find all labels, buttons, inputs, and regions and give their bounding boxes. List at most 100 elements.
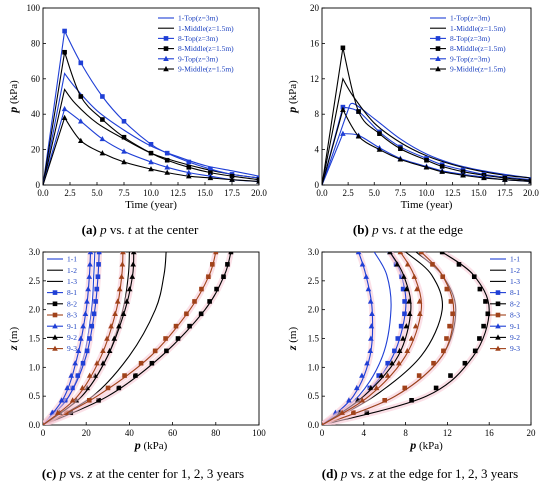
x-tick-label: 12: [443, 428, 452, 438]
data-point: [396, 347, 403, 354]
data-point: [423, 164, 430, 170]
data-point: [186, 159, 192, 165]
data-point: [120, 252, 126, 255]
x-tick-label: 20.0: [523, 188, 539, 198]
data-point: [448, 373, 453, 378]
data-point: [82, 310, 89, 316]
data-point: [256, 177, 259, 182]
chart-c: 0 20 40 60 80 100 0.0 0.5 1.0 1.5 2.0 2.5 3.0 p (kPa)…: [6, 247, 266, 481]
data-point: [75, 373, 81, 378]
data-point: [120, 310, 127, 316]
data-point: [99, 135, 106, 142]
legend-entry: 9-1: [510, 322, 520, 331]
data-point: [359, 261, 366, 267]
x-tick-label: 15.0: [197, 188, 213, 198]
data-point: [430, 262, 435, 267]
series-line: [43, 107, 259, 185]
data-point: [100, 347, 106, 354]
data-point: [409, 397, 414, 403]
legend-entry: 9-Top(z=3m): [178, 54, 218, 63]
legend-marker: [435, 36, 441, 41]
legend-marker: [435, 55, 441, 61]
series-1-Top(z=3m): [322, 102, 531, 185]
y-axis-label: p (kPa): [6, 80, 20, 114]
series-9-3: [322, 252, 425, 425]
legend-marker: [52, 312, 58, 318]
data-point: [355, 133, 362, 139]
data-point: [100, 360, 106, 366]
data-point: [368, 335, 374, 341]
data-point: [148, 150, 154, 156]
series-line: [322, 252, 374, 425]
x-axis-label: p (kPa): [409, 438, 443, 452]
data-point: [95, 274, 101, 280]
y-tick-label: 3.0: [29, 247, 41, 257]
series-8-3: [43, 252, 219, 425]
legend-entry: 8-1: [67, 288, 77, 297]
data-point: [402, 311, 407, 317]
series-8-Top(z=3m): [322, 104, 531, 185]
x-tick-label: 17.5: [224, 188, 240, 198]
series-line: [43, 116, 259, 185]
y-tick-label: 12: [310, 74, 319, 84]
legend-marker: [163, 66, 169, 72]
legend-marker: [163, 55, 169, 61]
series-line: [322, 77, 531, 185]
x-tick-label: 80: [211, 428, 221, 438]
x-tick-label: 12.5: [445, 188, 461, 198]
y-tick-label: 0.0: [29, 420, 41, 430]
data-point: [364, 410, 370, 415]
data-point: [367, 347, 374, 354]
data-point: [199, 286, 204, 292]
legend-entry: 1-3: [67, 277, 77, 286]
data-point: [398, 146, 403, 152]
legend-marker: [435, 66, 441, 72]
data-point: [363, 273, 369, 279]
data-point: [78, 94, 84, 99]
data-point: [340, 130, 346, 136]
series-9-3: [43, 252, 126, 425]
data-point: [164, 157, 170, 163]
legend-entry: 8-3: [67, 311, 77, 320]
caption-b: (b) p vs. t at the edge: [353, 222, 463, 237]
x-tick-label: 4: [362, 428, 367, 438]
data-point: [94, 360, 100, 366]
y-tick-label: 100: [27, 3, 41, 13]
data-point: [376, 373, 382, 378]
chart-d: 0 4 8 12 16 20 0.0 0.5 1.0 1.5 2.0 2.5 3.0 p (kPa) z (…: [285, 247, 536, 481]
data-point: [213, 252, 219, 255]
data-point: [441, 348, 446, 354]
data-point: [385, 360, 390, 366]
data-point: [186, 165, 192, 170]
data-point: [152, 348, 158, 354]
legend-entry: 8-2: [67, 299, 77, 308]
legend-entry: 9-Middle(z=1.5m): [450, 65, 506, 74]
x-tick-label: 5.0: [91, 188, 103, 198]
legend-entry: 8-Top(z=3m): [450, 34, 490, 43]
legend-marker: [495, 345, 501, 351]
legend-entry: 1-2: [510, 266, 520, 275]
y-tick-label: 2.5: [29, 276, 41, 286]
data-point: [133, 373, 138, 378]
x-tick-label: 7.5: [395, 188, 407, 198]
data-point: [502, 176, 508, 182]
legend-entry: 1-1: [510, 255, 520, 264]
data-point: [129, 273, 136, 279]
data-point: [472, 348, 478, 354]
y-tick-label: 0.5: [29, 391, 41, 401]
legend: 1-Top(z=3m)1-Middle(z=1.5m)8-Top(z=3m)8-…: [430, 14, 506, 74]
series-line: [322, 47, 531, 185]
y-tick-label: 0.5: [308, 391, 320, 401]
data-point: [444, 286, 450, 292]
data-point: [384, 372, 391, 378]
data-point: [119, 261, 126, 267]
data-point: [206, 274, 211, 280]
data-point: [456, 262, 462, 267]
x-tick-label: 10.0: [143, 188, 159, 198]
plot-area: [43, 28, 259, 185]
data-point: [78, 118, 84, 124]
data-point: [116, 286, 123, 292]
data-point: [96, 397, 101, 403]
y-tick-label: 1.0: [308, 362, 320, 372]
y-axis-label: p (kPa): [285, 80, 299, 114]
